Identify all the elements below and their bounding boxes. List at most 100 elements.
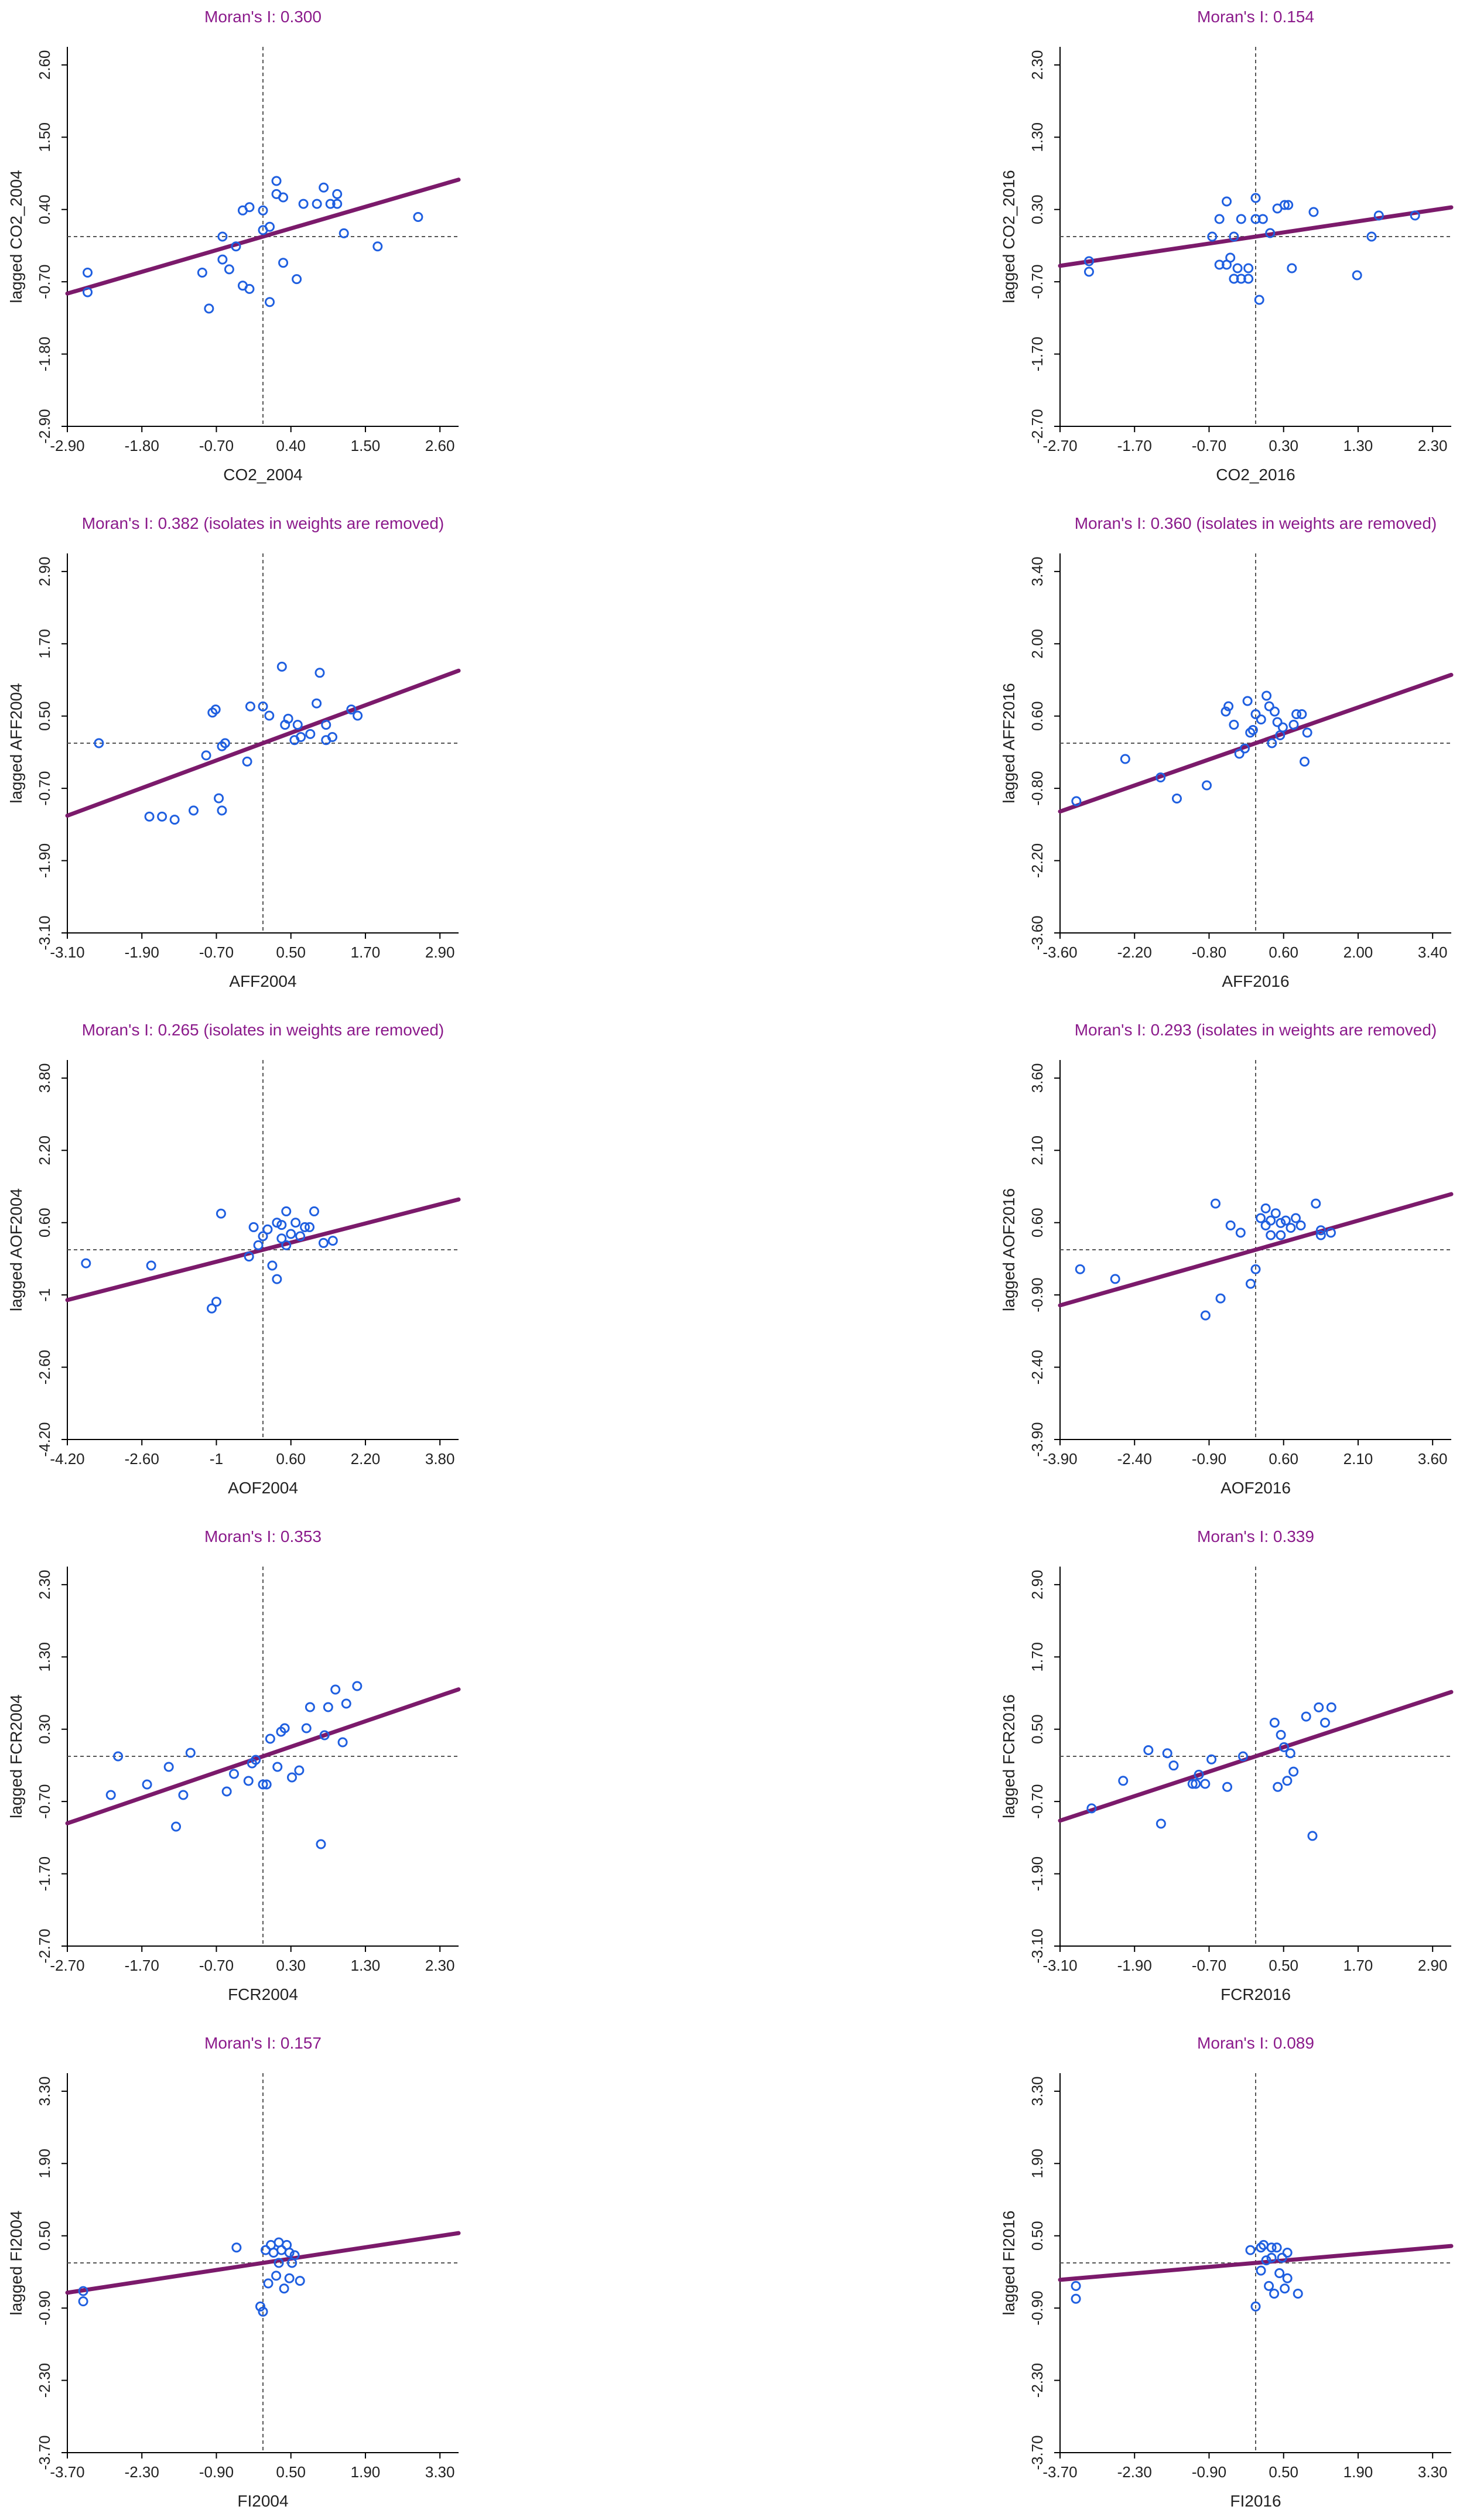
chart-title: Moran's I: 0.382 (isolates in weights ar… <box>82 514 445 532</box>
data-point <box>305 1222 315 1232</box>
x-axis-label: FI2004 <box>237 2492 288 2510</box>
data-point <box>1410 210 1420 221</box>
y-tick-label: -1.70 <box>36 1856 53 1891</box>
data-point <box>1071 2280 1081 2291</box>
data-point <box>265 297 275 307</box>
data-point <box>286 1772 297 1783</box>
y-tick-label: 0.30 <box>36 1714 53 1744</box>
x-tick-label: -0.80 <box>1192 943 1226 961</box>
data-point <box>300 1222 310 1232</box>
data-point <box>332 189 343 199</box>
data-point <box>244 202 255 213</box>
data-point <box>214 793 224 803</box>
data-point <box>1237 1751 1248 1762</box>
y-tick-label: 3.80 <box>36 1064 53 1093</box>
data-point <box>265 1733 275 1744</box>
data-point <box>312 199 322 209</box>
y-axis-label: lagged CO2_2004 <box>7 170 25 303</box>
y-tick-label: 0.50 <box>1028 2221 1046 2251</box>
y-tick-label: -4.20 <box>36 1422 53 1456</box>
y-tick-label: -2.20 <box>1028 843 1046 878</box>
data-point <box>292 720 303 730</box>
data-point <box>1314 1702 1324 1712</box>
data-point <box>327 732 338 743</box>
data-point <box>1266 1215 1276 1226</box>
data-point <box>1283 200 1294 210</box>
data-point <box>1243 263 1254 273</box>
y-tick-label: 1.70 <box>36 629 53 659</box>
data-point <box>243 1776 254 1786</box>
x-axis-label: FCR2004 <box>228 1985 298 2003</box>
x-tick-label: -0.90 <box>199 2463 234 2481</box>
y-tick-label: 0.30 <box>1028 194 1046 224</box>
data-point <box>1315 1230 1326 1240</box>
data-point <box>276 661 287 672</box>
x-tick-label: 2.30 <box>425 1957 455 1974</box>
x-tick-label: 3.60 <box>1418 1450 1448 1468</box>
data-point <box>1256 2265 1266 2276</box>
data-point <box>1171 794 1182 803</box>
data-point <box>1242 696 1253 706</box>
data-point <box>413 211 423 222</box>
x-axis-label: CO2_2016 <box>1216 466 1295 484</box>
x-tick-label: -3.70 <box>50 2463 84 2481</box>
y-tick-label: 2.90 <box>1028 1570 1046 1600</box>
data-point <box>242 756 252 767</box>
y-tick-label: 1.30 <box>1028 122 1046 152</box>
data-point <box>298 199 309 209</box>
scatter-panel-5: Moran's I: 0.265 (isolates in weights ar… <box>7 1021 461 1497</box>
y-tick-label: 1.50 <box>36 122 53 152</box>
scatter-panel-2: Moran's I: 0.154 -2.70 -1.70 -0.70 0.30 1.30 2… <box>1000 8 1454 484</box>
y-tick-label: -0.70 <box>1028 1784 1046 1819</box>
data-point <box>1243 273 1254 284</box>
data-point <box>1325 1227 1336 1238</box>
data-point <box>1269 2289 1280 2299</box>
data-point <box>169 815 180 825</box>
y-axis-label: lagged CO2_2016 <box>1000 170 1018 303</box>
data-point <box>272 1274 282 1284</box>
data-point <box>1261 2255 1271 2266</box>
data-point <box>274 2258 284 2268</box>
y-tick-label: 0.60 <box>1028 1208 1046 1237</box>
data-point <box>1260 1220 1271 1230</box>
data-point <box>1278 1742 1289 1752</box>
data-point <box>278 258 289 268</box>
data-point <box>1118 1776 1129 1786</box>
data-point <box>312 698 322 709</box>
data-point <box>1274 2268 1285 2279</box>
regression-line <box>65 2231 461 2295</box>
x-tick-label: -0.70 <box>199 437 234 454</box>
data-point <box>1288 720 1299 730</box>
data-point <box>1162 1748 1172 1759</box>
scatter-panel-6: Moran's I: 0.293 (isolates in weights ar… <box>1000 1021 1454 1497</box>
data-point <box>1366 231 1377 242</box>
data-point <box>319 1730 330 1741</box>
data-point <box>1143 1745 1154 1756</box>
data-point <box>258 1231 268 1242</box>
data-point <box>1320 1718 1331 1728</box>
data-point <box>1200 1779 1211 1789</box>
regression-line <box>1058 2244 1454 2282</box>
y-tick-label: -3.10 <box>36 915 53 950</box>
data-point <box>1245 2245 1256 2255</box>
data-point <box>83 287 93 298</box>
data-point <box>217 805 227 816</box>
x-tick-label: 0.60 <box>1269 943 1298 961</box>
y-axis-label: lagged FI2004 <box>7 2210 25 2315</box>
data-point <box>1245 727 1256 738</box>
data-point <box>1222 196 1232 207</box>
data-point <box>94 738 104 748</box>
data-point <box>1270 1208 1281 1219</box>
data-point <box>248 1222 259 1232</box>
data-point <box>1280 2283 1290 2294</box>
data-point <box>231 2242 242 2253</box>
x-axis-label: CO2_2004 <box>223 466 302 484</box>
x-tick-label: 1.90 <box>351 2463 381 2481</box>
y-tick-label: -0.90 <box>1028 2291 1046 2326</box>
y-tick-label: 2.30 <box>1028 50 1046 80</box>
data-point <box>1256 714 1266 724</box>
scatter-panel-8: Moran's I: 0.339 -3.10 -1.90 -0.70 0.50 1.70 2… <box>1000 1527 1454 2003</box>
x-tick-label: -3.10 <box>50 943 84 961</box>
x-tick-label: 2.20 <box>351 1450 381 1468</box>
